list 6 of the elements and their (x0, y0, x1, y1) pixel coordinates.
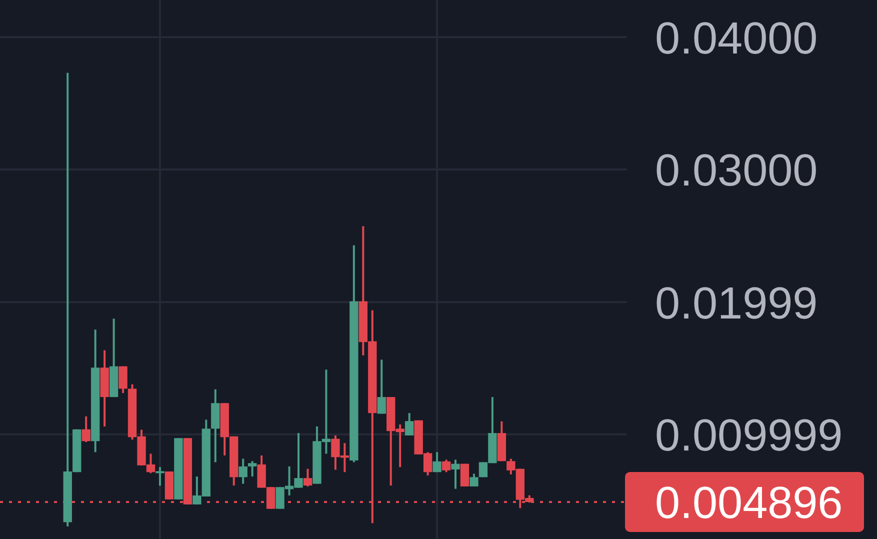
ref-line-label: 0.004896 (655, 477, 843, 528)
y-tick-label: 0.04000 (655, 12, 818, 64)
y-tick-label: 0.01999 (655, 277, 818, 328)
y-tick-label: 0.009999 (655, 410, 843, 461)
y-tick-label: 0.03000 (655, 144, 818, 196)
candlestick (156, 467, 164, 486)
